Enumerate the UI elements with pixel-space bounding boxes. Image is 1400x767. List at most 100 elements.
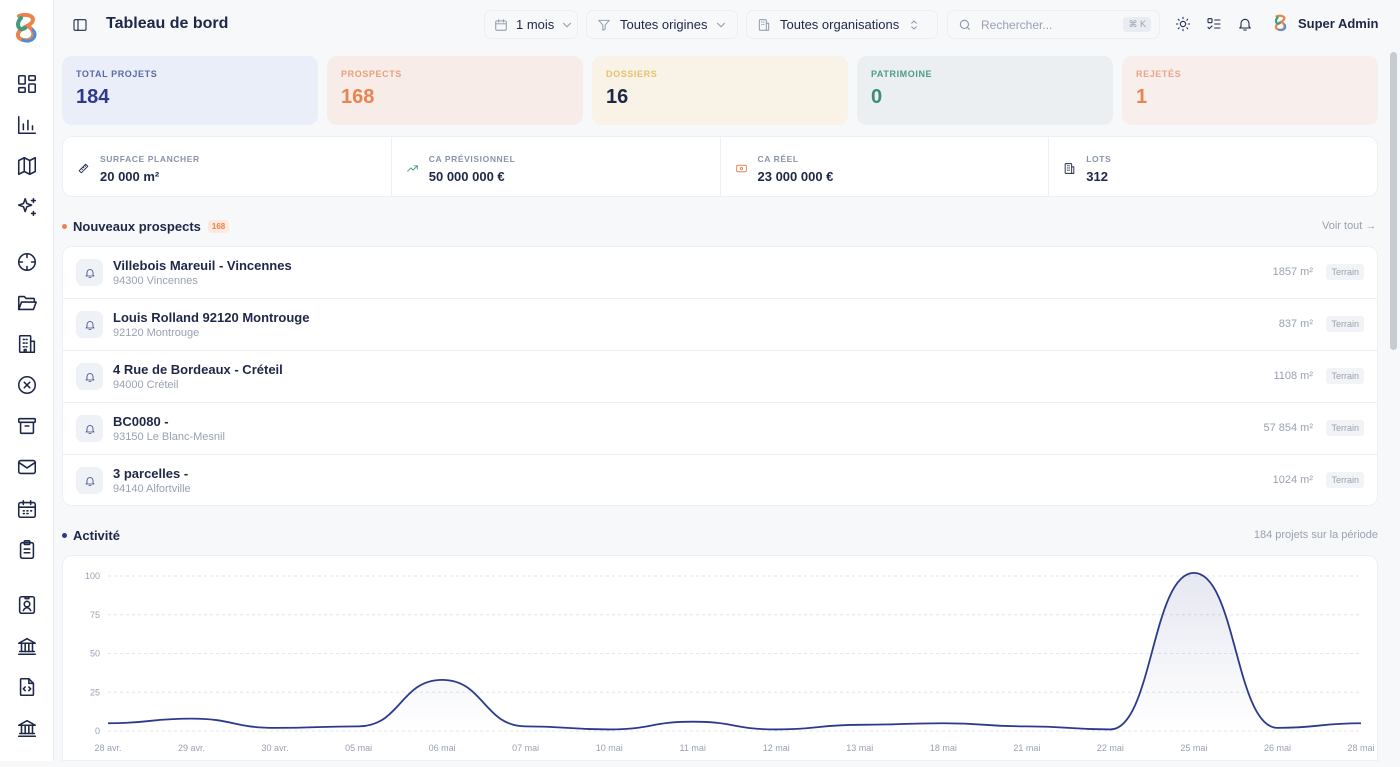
metric-surface: SURFACE PLANCHER 20 000 m² — [63, 137, 392, 196]
data-point[interactable] — [1024, 723, 1030, 729]
data-point[interactable] — [606, 726, 612, 732]
bell-icon — [76, 259, 103, 286]
x-tick-label: 10 mai — [596, 743, 623, 753]
building-icon — [1063, 162, 1076, 175]
metric-value: 50 000 000 € — [429, 169, 505, 184]
x-tick-label: 30 avr. — [262, 743, 289, 753]
y-tick-label: 25 — [90, 687, 100, 697]
sidebar-toggle-icon[interactable] — [72, 17, 88, 33]
prospect-row[interactable]: Villebois Mareuil - Vincennes 94300 Vince… — [63, 247, 1377, 299]
origins-select[interactable]: Toutes origines — [586, 10, 738, 39]
data-point[interactable] — [272, 725, 278, 731]
kpi-card-dossiers[interactable]: DOSSIERS 16 — [592, 56, 848, 125]
kpi-value: 168 — [341, 86, 569, 109]
data-point[interactable] — [356, 723, 362, 729]
prospect-type-tag: Terrain — [1326, 472, 1364, 488]
data-point[interactable] — [857, 722, 863, 728]
kpi-label: TOTAL PROJETS — [76, 69, 304, 79]
organisations-select[interactable]: Toutes organisations — [746, 10, 938, 39]
data-point[interactable] — [690, 719, 696, 725]
bell-icon — [76, 363, 103, 390]
x-tick-label: 06 mai — [429, 743, 456, 753]
metric-value: 20 000 m² — [100, 169, 159, 184]
bar-chart-icon[interactable] — [14, 112, 40, 138]
data-point[interactable] — [1191, 570, 1197, 576]
prospect-row[interactable]: Louis Rolland 92120 Montrouge 92120 Montr… — [63, 299, 1377, 351]
crosshair-icon[interactable] — [14, 249, 40, 275]
contact-badge-icon[interactable] — [14, 592, 40, 618]
section-title: Activité — [73, 528, 120, 543]
file-code-icon[interactable] — [14, 674, 40, 700]
x-tick-label: 07 mai — [512, 743, 539, 753]
data-point[interactable] — [940, 720, 946, 726]
data-point[interactable] — [523, 723, 529, 729]
x-tick-label: 13 mai — [846, 743, 873, 753]
search-input[interactable]: Rechercher... ⌘ K — [947, 10, 1160, 39]
topbar: Tableau de bord 1 mois Toutes origines T… — [54, 0, 1400, 49]
data-point[interactable] — [105, 720, 111, 726]
data-point[interactable] — [773, 726, 779, 732]
scrollbar[interactable] — [1387, 50, 1400, 761]
map-icon[interactable] — [14, 153, 40, 179]
clipboard-list-icon[interactable] — [14, 537, 40, 563]
trending-up-icon — [406, 162, 419, 175]
dashboard-icon[interactable] — [14, 71, 40, 97]
prospect-area: 1108 m² — [1273, 370, 1313, 382]
x-tick-label: 11 mai — [680, 743, 706, 753]
sun-icon[interactable] — [1175, 16, 1191, 32]
period-select[interactable]: 1 mois — [484, 10, 578, 39]
bell-icon[interactable] — [1237, 16, 1253, 32]
kpi-card-rejetes[interactable]: REJETÉS 1 — [1122, 56, 1378, 125]
sparkles-icon[interactable] — [14, 194, 40, 220]
search-shortcut-badge: ⌘ K — [1123, 17, 1151, 32]
building-icon — [757, 18, 771, 32]
section-dot — [62, 533, 67, 538]
user-name: Super Admin — [1298, 16, 1378, 31]
bank-icon[interactable] — [14, 715, 40, 741]
x-circle-icon[interactable] — [14, 372, 40, 398]
x-tick-label: 25 mai — [1180, 743, 1207, 753]
data-point[interactable] — [189, 716, 195, 722]
prospect-area: 1024 m² — [1273, 474, 1313, 486]
activity-summary: 184 projets sur la période — [1254, 529, 1378, 541]
user-menu[interactable]: Super Admin — [1271, 13, 1378, 33]
building-icon[interactable] — [14, 331, 40, 357]
data-point[interactable] — [439, 677, 445, 683]
prospect-type-tag: Terrain — [1326, 316, 1364, 332]
mail-icon[interactable] — [14, 454, 40, 480]
bank-icon[interactable] — [14, 633, 40, 659]
archive-icon[interactable] — [14, 413, 40, 439]
app-logo[interactable] — [11, 10, 43, 46]
folder-open-icon[interactable] — [14, 290, 40, 316]
x-tick-label: 12 mai — [763, 743, 790, 753]
scrollbar-thumb[interactable] — [1390, 52, 1397, 350]
kpi-card-prospects[interactable]: PROSPECTS 168 — [327, 56, 583, 125]
kpi-value: 1 — [1136, 86, 1364, 109]
prospect-row[interactable]: 4 Rue de Bordeaux - Créteil 94000 Créteil… — [63, 351, 1377, 403]
x-tick-label: 22 mai — [1097, 743, 1124, 753]
metric-value: 312 — [1086, 169, 1108, 184]
prospect-row[interactable]: BC0080 - 93150 Le Blanc-Mesnil 57 854 m² Te… — [63, 403, 1377, 455]
prospects-list: Villebois Mareuil - Vincennes 94300 Vince… — [62, 246, 1378, 506]
filter-icon — [597, 18, 611, 32]
see-all-link[interactable]: Voir tout → — [1322, 220, 1376, 232]
prospect-name: Villebois Mareuil - Vincennes — [113, 258, 292, 273]
calendar-icon[interactable] — [14, 496, 40, 522]
prospect-address: 94000 Créteil — [113, 379, 178, 391]
chevron-down-icon — [560, 18, 574, 32]
metric-label: CA PRÉVISIONNEL — [429, 154, 516, 164]
search-icon — [958, 18, 972, 32]
kpi-card-total-projets[interactable]: TOTAL PROJETS 184 — [62, 56, 318, 125]
search-placeholder: Rechercher... — [981, 18, 1052, 32]
prospects-section-header: Nouveaux prospects 168 — [62, 219, 229, 234]
sidebar — [0, 0, 54, 761]
prospect-name: 3 parcelles - — [113, 466, 188, 481]
prospect-row[interactable]: 3 parcelles - 94140 Alfortville 1024 m² Ter… — [63, 455, 1377, 506]
data-point[interactable] — [1358, 720, 1364, 726]
data-point[interactable] — [1274, 725, 1280, 731]
section-dot — [62, 224, 67, 229]
data-point[interactable] — [1107, 726, 1113, 732]
checklist-icon[interactable] — [1206, 16, 1222, 32]
prospect-type-tag: Terrain — [1326, 368, 1364, 384]
kpi-card-patrimoine[interactable]: PATRIMOINE 0 — [857, 56, 1113, 125]
